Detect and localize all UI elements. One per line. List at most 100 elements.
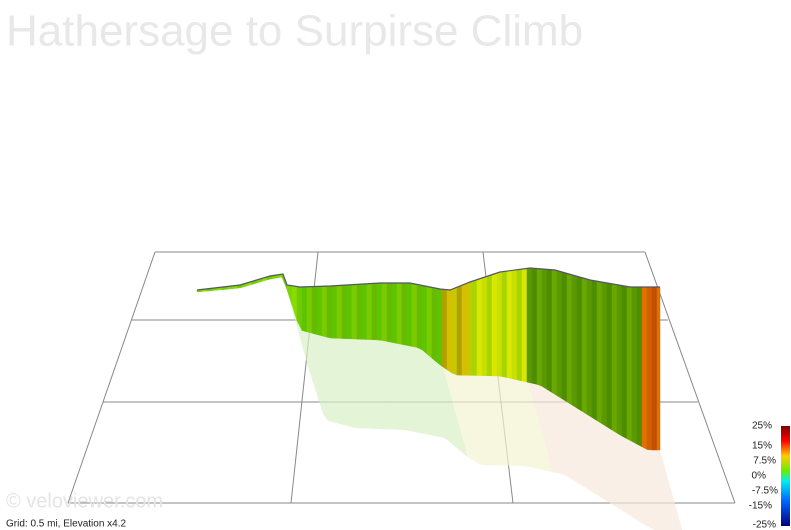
wall-strip — [461, 282, 468, 376]
wall-strip — [336, 285, 343, 339]
wall-strip — [311, 286, 318, 335]
shadow-strip — [378, 339, 408, 431]
shadow-strip — [538, 384, 568, 477]
shadow-strip — [488, 375, 518, 466]
shadow-strip — [333, 338, 363, 429]
wall-strip — [456, 284, 463, 376]
shadow-strip — [383, 340, 413, 432]
shadow-strip — [613, 430, 643, 524]
wall-strip — [506, 270, 513, 380]
shadow-strip — [503, 376, 533, 468]
wall-strip — [306, 286, 313, 334]
wall-strip — [396, 282, 403, 345]
shadow-strip — [568, 402, 598, 496]
shadow-strip — [558, 396, 588, 490]
shadow-strip — [638, 444, 666, 530]
shadow-strip — [603, 424, 633, 518]
wall-strip — [406, 282, 413, 347]
shadow-strip — [573, 405, 603, 499]
wall-strip — [326, 285, 333, 339]
wall-strip — [386, 282, 393, 343]
wall-strip — [566, 273, 573, 406]
shadow-strip — [288, 292, 318, 399]
wall-strip — [626, 286, 633, 442]
shadow-strip — [498, 375, 528, 467]
wall-strip — [356, 283, 363, 340]
shadow-strip — [508, 377, 538, 469]
legend-label: 0% — [752, 471, 767, 482]
wall-strip — [416, 284, 423, 351]
wall-strip — [656, 286, 661, 451]
shadow-strip — [473, 375, 503, 466]
shadow-strip — [443, 367, 473, 461]
watermark: © veloviewer.com — [6, 490, 163, 512]
shadow-strip — [428, 354, 458, 450]
shadow-strip — [618, 433, 648, 527]
wall-strip — [341, 284, 348, 339]
wall-strip — [331, 285, 338, 339]
shadow — [283, 277, 683, 530]
wall-strip — [541, 268, 548, 390]
wall-strip — [301, 286, 308, 333]
wall-strip — [441, 288, 448, 371]
wall-strip — [616, 284, 623, 437]
wall-strip — [486, 274, 493, 377]
shadow-strip — [363, 339, 393, 430]
shadow-strip — [463, 375, 493, 466]
wall-strip — [381, 282, 388, 342]
shadow-strip — [588, 415, 618, 509]
wall-strip — [621, 285, 628, 440]
wall-strip — [586, 278, 593, 418]
shadow-strip — [598, 421, 628, 515]
shadow-strip — [398, 343, 428, 435]
shadow-strip — [458, 375, 488, 466]
legend-label: 7.5% — [753, 456, 776, 467]
wall-strip — [636, 286, 643, 448]
wall-strip — [446, 288, 453, 374]
shadow-strip — [393, 342, 423, 434]
wall-strip — [646, 286, 653, 451]
shadow-strip — [543, 386, 573, 480]
shadow-strip — [578, 408, 608, 502]
wall-strip — [611, 283, 618, 434]
shadow-strip — [388, 341, 418, 433]
wall-strip — [536, 268, 543, 387]
shadow-strip — [423, 350, 453, 445]
wall-strip — [561, 271, 568, 403]
shadow-strip — [633, 441, 662, 530]
shadow-strip — [643, 447, 671, 530]
shadow-strip — [583, 411, 613, 505]
wall-strip — [401, 282, 408, 346]
shadow-strip — [468, 375, 498, 466]
wall-strip — [581, 277, 588, 415]
legend-label: -15% — [749, 501, 772, 512]
shadow-strip — [418, 347, 448, 441]
shadow-strip — [518, 380, 548, 472]
wall-strip — [526, 267, 533, 384]
wall-strip — [436, 288, 443, 367]
wall-strip — [481, 275, 488, 376]
shadow-strip — [623, 436, 653, 530]
wall-strip — [491, 272, 498, 377]
wall-strip — [576, 275, 583, 412]
wall-strip — [451, 286, 458, 376]
wall-strip — [286, 284, 293, 306]
shadow-strip — [308, 332, 338, 424]
wall-strip — [391, 282, 398, 344]
shadow-strip — [648, 450, 676, 530]
shadow-strip — [368, 339, 398, 430]
shadow-strip — [563, 399, 593, 493]
shadow-strip — [318, 334, 348, 427]
wall-strip — [631, 286, 638, 445]
wall-strip — [371, 282, 378, 341]
profile-line — [196, 267, 660, 291]
shadow-strip — [328, 337, 358, 429]
shadow-strip — [298, 323, 328, 421]
shadow-strip — [413, 346, 443, 438]
shadow-strip — [553, 393, 583, 487]
shadow-strip — [438, 363, 468, 457]
shadow-strip — [338, 338, 368, 429]
wall-strip — [496, 271, 503, 377]
wall-strip — [531, 267, 538, 385]
